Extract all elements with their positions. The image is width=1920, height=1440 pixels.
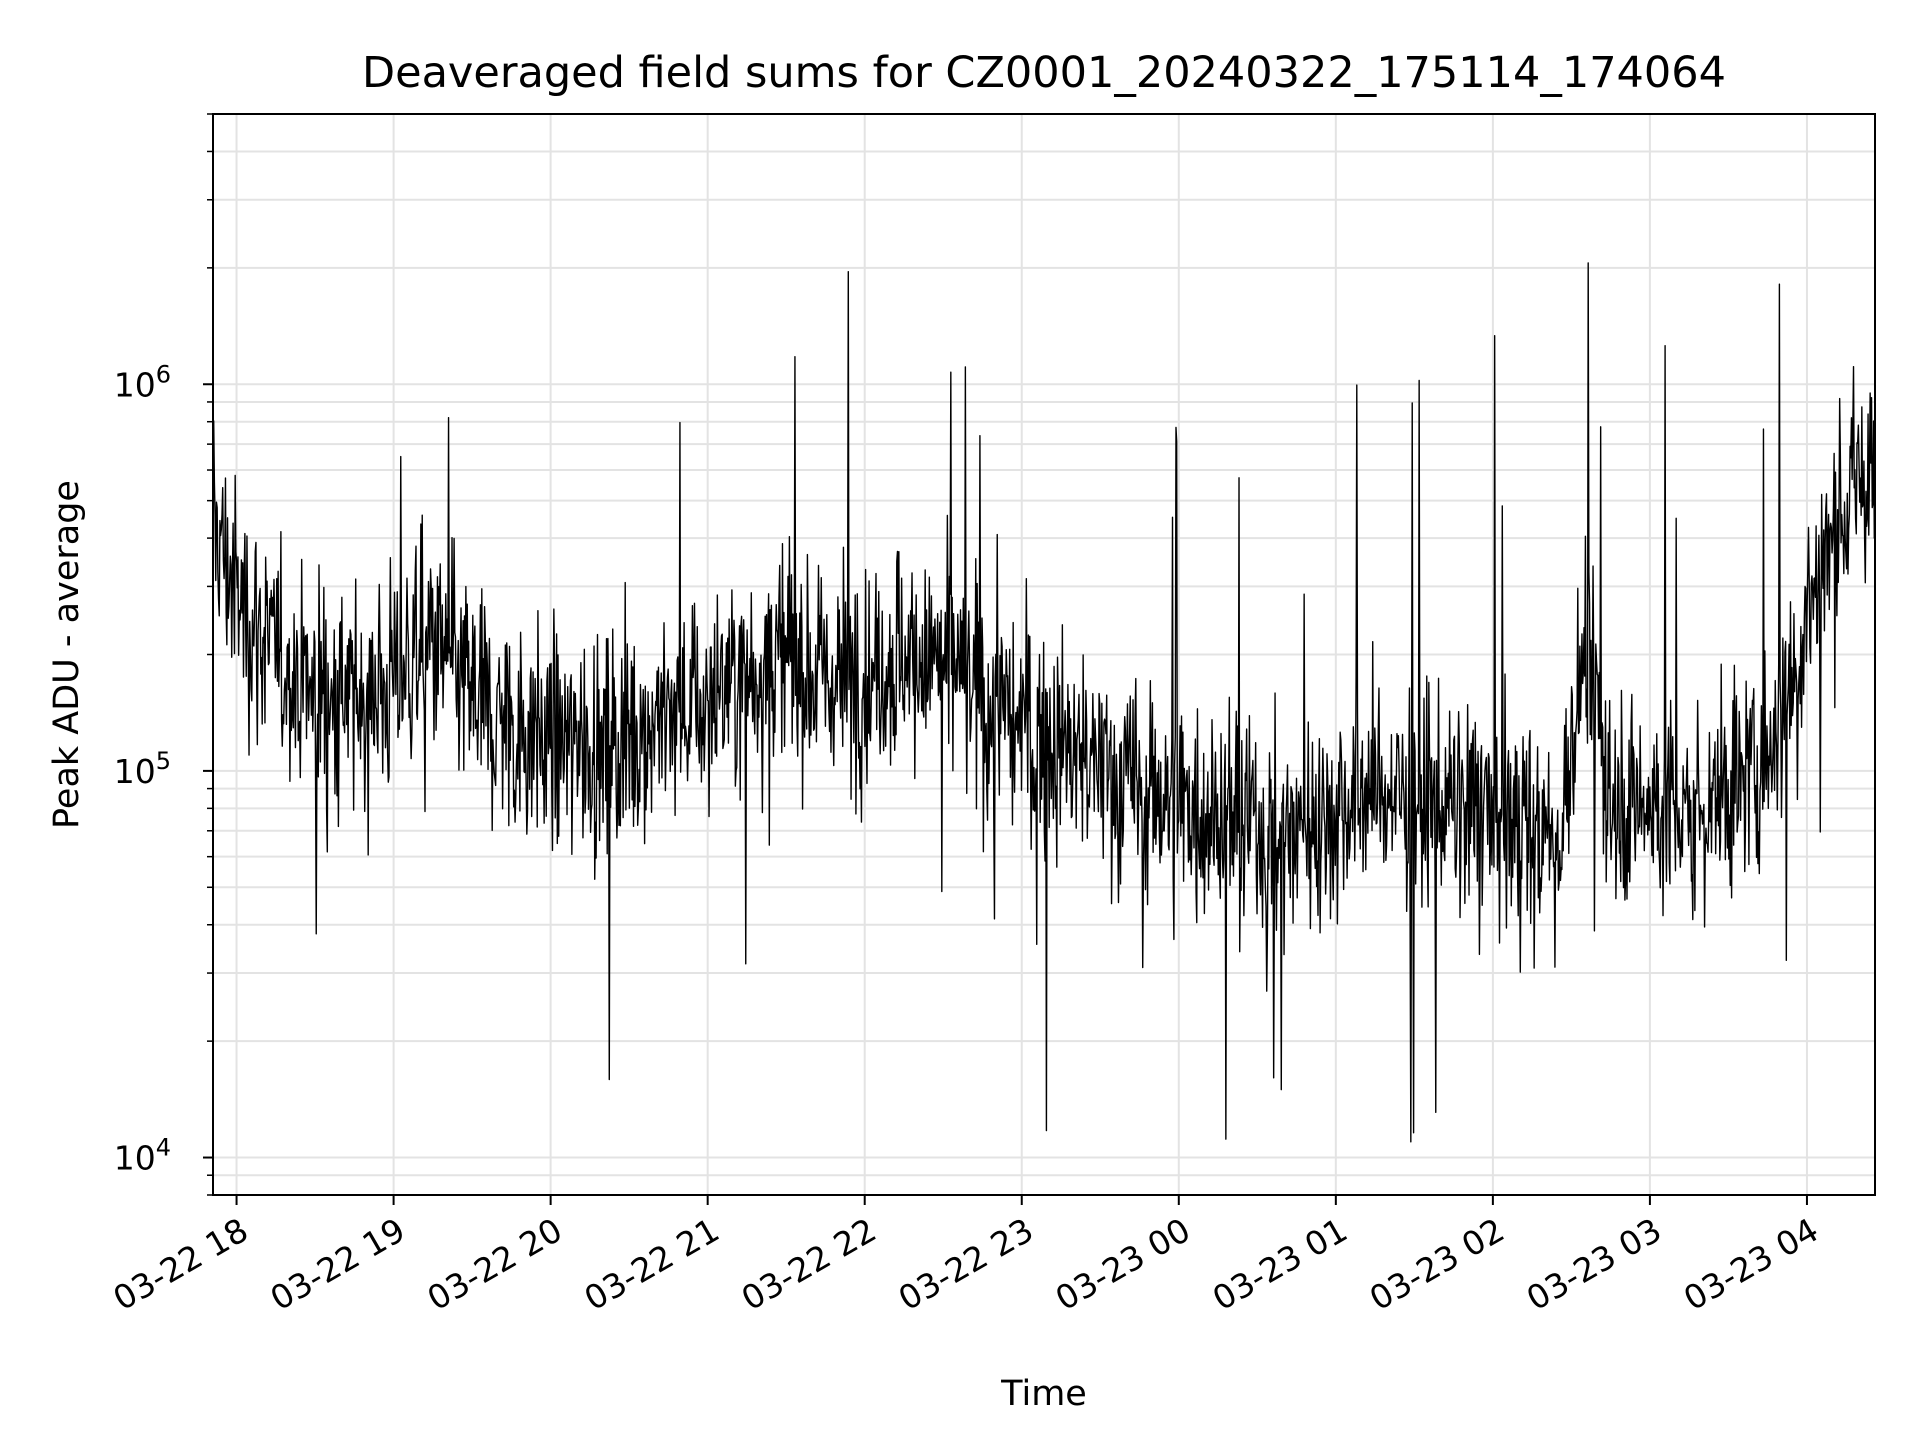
data-layer: [212, 262, 1876, 1143]
y-axis-title: Peak ADU - average: [47, 480, 87, 829]
y-tick-label: 105: [114, 747, 171, 791]
x-axis-title: Time: [1000, 1374, 1087, 1414]
chart-title: Deaveraged field sums for CZ0001_2024032…: [362, 48, 1726, 98]
series-line: [212, 262, 1876, 1143]
